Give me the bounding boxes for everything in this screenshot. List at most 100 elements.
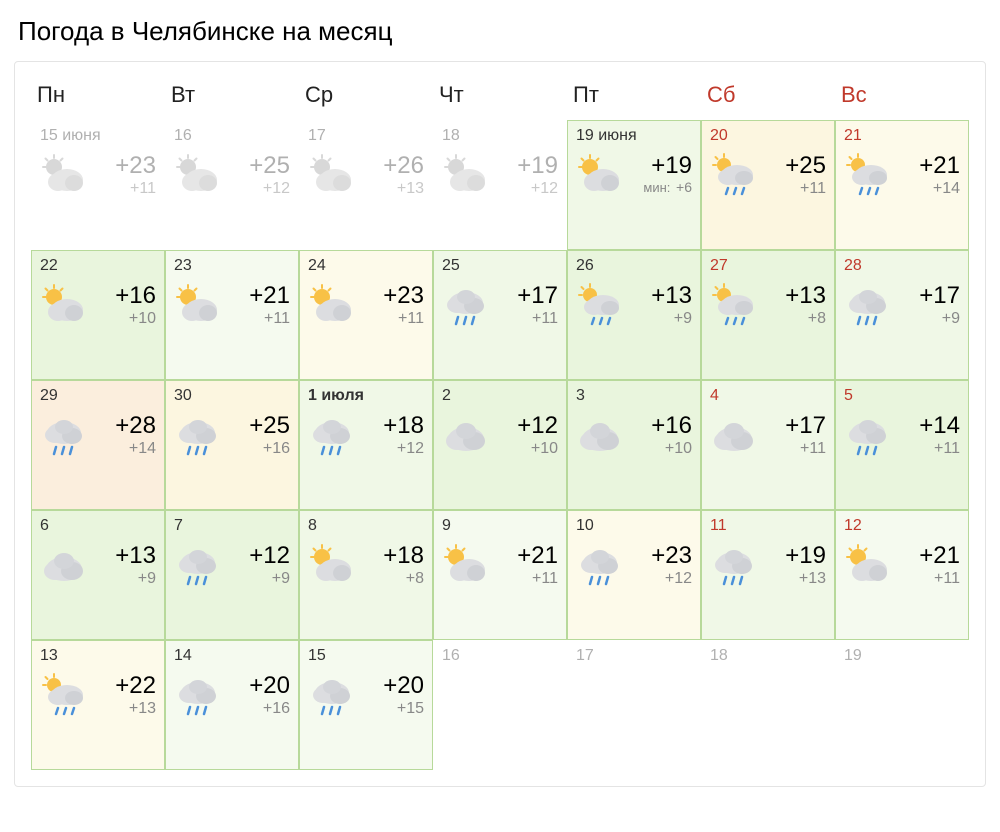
day-body: +18+12 bbox=[308, 413, 424, 459]
cloud-rain-icon bbox=[710, 543, 754, 587]
temps: +16+10 bbox=[626, 413, 692, 459]
calendar-day-cell[interactable]: 1 июля+18+12 bbox=[299, 380, 433, 510]
day-body: +16+10 bbox=[576, 413, 692, 459]
day-date: 17 bbox=[576, 647, 692, 665]
calendar-day-cell[interactable]: 15 +20+15 bbox=[299, 640, 433, 770]
calendar-day-cell[interactable]: 2+12+10 bbox=[433, 380, 567, 510]
calendar-day-cell[interactable]: 29 +28+14 bbox=[31, 380, 165, 510]
temps: +26+13 bbox=[358, 153, 424, 199]
calendar-day-cell[interactable]: 5+14+11 bbox=[835, 380, 969, 510]
temps: +23+11 bbox=[90, 153, 156, 199]
day-date: 24 bbox=[308, 257, 424, 275]
day-body: +16+10 bbox=[40, 283, 156, 329]
temp-low: +12 bbox=[665, 569, 692, 588]
day-date: 28 bbox=[844, 257, 960, 275]
calendar-day-cell[interactable]: 13+22+13 bbox=[31, 640, 165, 770]
day-body: +22+13 bbox=[40, 673, 156, 719]
temp-high: +17 bbox=[919, 283, 960, 309]
temp-high: +21 bbox=[517, 543, 558, 569]
temp-high: +16 bbox=[651, 413, 692, 439]
calendar-day-cell[interactable]: 11+19+13 bbox=[701, 510, 835, 640]
calendar-day-cell[interactable]: 22+16+10 bbox=[31, 250, 165, 380]
day-body: +23+12 bbox=[576, 543, 692, 589]
temp-high: +23 bbox=[115, 153, 156, 179]
cloud-rain-icon bbox=[174, 543, 218, 587]
calendar-day-cell[interactable]: 6+13+9 bbox=[31, 510, 165, 640]
calendar-day-cell[interactable]: 27+13+8 bbox=[701, 250, 835, 380]
temps: +20+15 bbox=[358, 673, 424, 719]
cloud-rain-icon bbox=[442, 283, 486, 327]
calendar-day-cell[interactable]: 9+21+11 bbox=[433, 510, 567, 640]
day-body: +19+13 bbox=[710, 543, 826, 589]
day-body: +12+9 bbox=[174, 543, 290, 589]
temps: +17+9 bbox=[894, 283, 960, 329]
day-body: +25+16 bbox=[174, 413, 290, 459]
temp-low: +14 bbox=[933, 179, 960, 198]
calendar-day-cell[interactable]: 30+25+16 bbox=[165, 380, 299, 510]
calendar-day-cell[interactable]: 4 +17+11 bbox=[701, 380, 835, 510]
day-date: 14 bbox=[174, 647, 290, 665]
temps: +18+8 bbox=[358, 543, 424, 589]
sun-cloud-icon bbox=[308, 543, 352, 587]
calendar-day-cell[interactable]: 20+25+11 bbox=[701, 120, 835, 250]
temps: +28+14 bbox=[90, 413, 156, 459]
calendar-day-cell: 16+25+12 bbox=[165, 120, 299, 250]
calendar-day-cell[interactable]: 25+17+11 bbox=[433, 250, 567, 380]
day-date: 9 bbox=[442, 517, 558, 535]
day-body: +26+13 bbox=[308, 153, 424, 199]
temp-low: +9 bbox=[138, 569, 156, 588]
calendar-day-cell[interactable]: 10+23+12 bbox=[567, 510, 701, 640]
temps: +12+9 bbox=[224, 543, 290, 589]
temp-high: +19 bbox=[785, 543, 826, 569]
temp-low: +12 bbox=[263, 179, 290, 198]
cloud-rain-icon bbox=[308, 673, 352, 717]
calendar-day-cell[interactable]: 3+16+10 bbox=[567, 380, 701, 510]
temp-low: +8 bbox=[406, 569, 424, 588]
temp-high: +20 bbox=[383, 673, 424, 699]
calendar-day-cell[interactable]: 24 +23+11 bbox=[299, 250, 433, 380]
calendar-day-cell: 15 июня+23+11 bbox=[31, 120, 165, 250]
calendar-day-cell[interactable]: 19 июня +19мин: +6 bbox=[567, 120, 701, 250]
day-date: 18 bbox=[710, 647, 826, 665]
day-body: +19мин: +6 bbox=[576, 153, 692, 197]
temp-low: +11 bbox=[800, 439, 826, 458]
day-body: +13+9 bbox=[576, 283, 692, 329]
day-date: 29 bbox=[40, 387, 156, 405]
calendar-day-cell[interactable]: 26+13+9 bbox=[567, 250, 701, 380]
calendar-day-cell: 18 bbox=[701, 640, 835, 770]
temp-high: +22 bbox=[115, 673, 156, 699]
day-body: +18+8 bbox=[308, 543, 424, 589]
temp-low: +15 bbox=[397, 699, 424, 718]
temp-high: +12 bbox=[517, 413, 558, 439]
temp-high: +16 bbox=[115, 283, 156, 309]
temp-high: +20 bbox=[249, 673, 290, 699]
day-body: +17+9 bbox=[844, 283, 960, 329]
day-body: +23+11 bbox=[40, 153, 156, 199]
day-date: 4 bbox=[710, 387, 826, 405]
calendar-day-cell[interactable]: 14+20+16 bbox=[165, 640, 299, 770]
calendar-day-cell[interactable]: 28 +17+9 bbox=[835, 250, 969, 380]
temp-low: +12 bbox=[397, 439, 424, 458]
day-date: 25 bbox=[442, 257, 558, 275]
temp-high: +25 bbox=[249, 153, 290, 179]
calendar-day-cell[interactable]: 12+21+11 bbox=[835, 510, 969, 640]
day-date: 19 июня bbox=[576, 127, 692, 145]
calendar-day-cell[interactable]: 21+21+14 bbox=[835, 120, 969, 250]
temp-low: +9 bbox=[942, 309, 960, 328]
temp-low: +11 bbox=[934, 569, 960, 588]
day-date: 15 bbox=[308, 647, 424, 665]
sun-cloud-rain-icon bbox=[710, 283, 754, 327]
calendar-day-cell[interactable]: 7 +12+9 bbox=[165, 510, 299, 640]
calendar-day-cell[interactable]: 8+18+8 bbox=[299, 510, 433, 640]
temps: +23+11 bbox=[358, 283, 424, 329]
calendar-day-cell: 16 bbox=[433, 640, 567, 770]
calendar-day-cell[interactable]: 23+21+11 bbox=[165, 250, 299, 380]
temp-high: +17 bbox=[785, 413, 826, 439]
cloud-rain-icon bbox=[844, 283, 888, 327]
cloud-rain-icon bbox=[844, 413, 888, 457]
day-date: 7 bbox=[174, 517, 290, 535]
day-body: +25+12 bbox=[174, 153, 290, 199]
temp-low: +9 bbox=[674, 309, 692, 328]
calendar-day-cell: 19 bbox=[835, 640, 969, 770]
cloud-rain-icon bbox=[174, 413, 218, 457]
